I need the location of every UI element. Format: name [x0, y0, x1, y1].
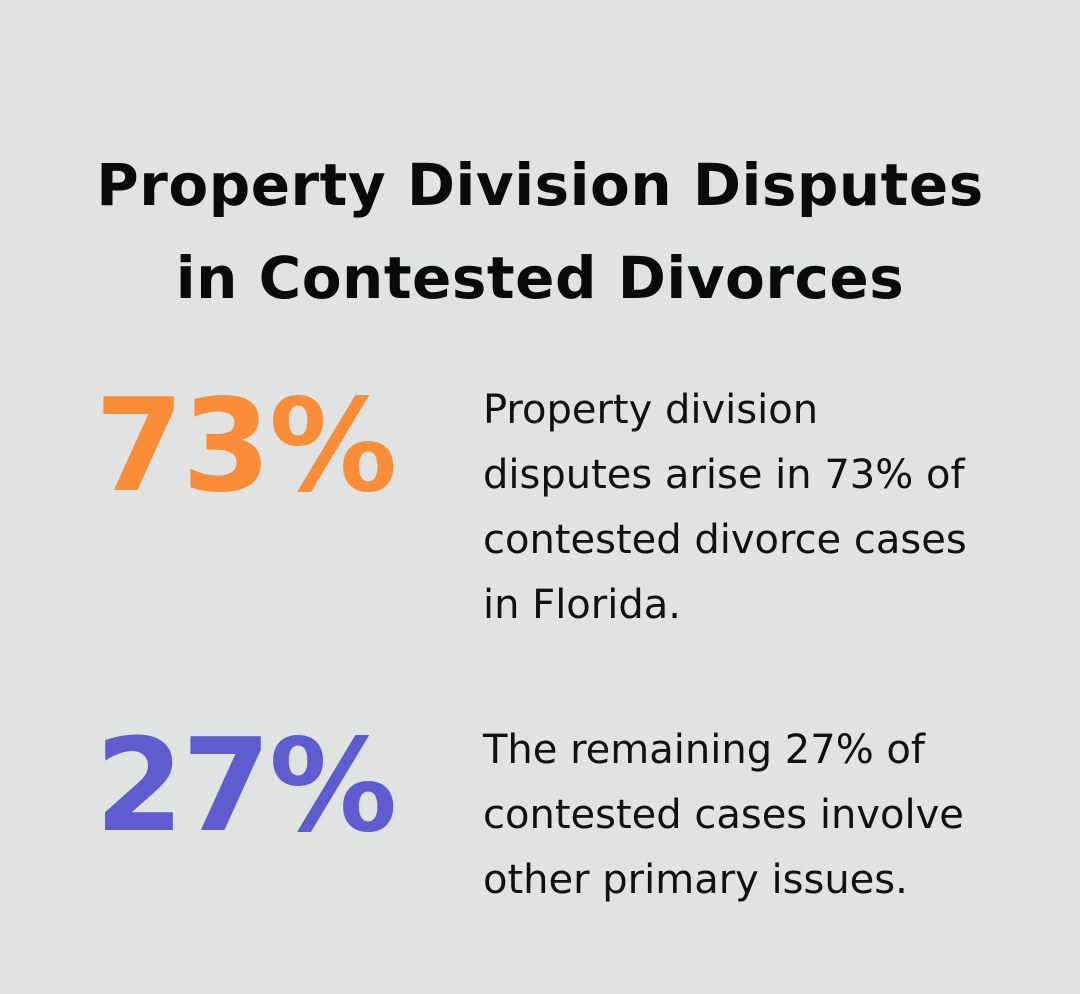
- title-line-2: in Contested Divorces: [175, 243, 905, 312]
- page-title: Property Division Disputes in Contested …: [0, 139, 1080, 325]
- stat-description-line: disputes arise in 73% of: [483, 452, 965, 498]
- stat-description-line: contested cases involve: [483, 792, 964, 838]
- stat-description-line: The remaining 27% of: [483, 727, 925, 773]
- stat-description-line: Property division: [483, 387, 819, 433]
- stat-value-73-percent: 73%: [94, 372, 397, 521]
- stat-description-other-issues: The remaining 27% of contested cases inv…: [483, 718, 1043, 913]
- title-line-1: Property Division Disputes: [96, 150, 984, 219]
- stat-description-line: contested divorce cases: [483, 517, 967, 563]
- stat-description-line: other primary issues.: [483, 857, 908, 903]
- stat-value-27-percent: 27%: [94, 712, 397, 861]
- stat-description-property-division: Property division disputes arise in 73% …: [483, 378, 1043, 638]
- stat-description-line: in Florida.: [483, 582, 681, 628]
